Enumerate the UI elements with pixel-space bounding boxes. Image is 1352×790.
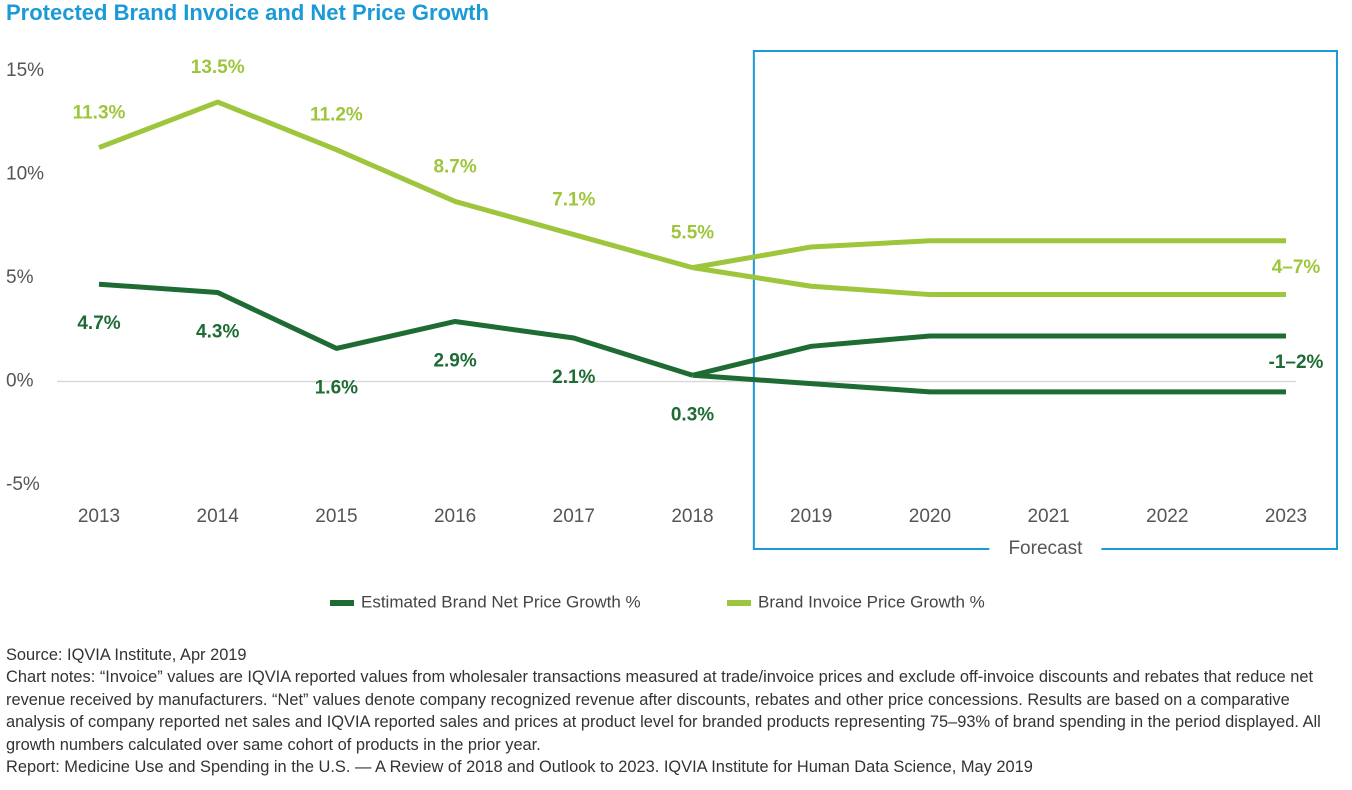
data-label: 1.6% xyxy=(315,377,358,398)
x-tick-label: 2022 xyxy=(1146,506,1188,527)
data-label: 11.3% xyxy=(73,103,126,124)
forecast-line xyxy=(691,333,1286,378)
x-tick-label: 2016 xyxy=(434,506,476,527)
forecast-box xyxy=(752,50,1338,550)
data-label: 7.1% xyxy=(552,190,595,211)
data-label: 13.5% xyxy=(191,57,245,78)
range-label: -1–2% xyxy=(1269,352,1324,373)
forecast-line xyxy=(692,265,1286,298)
legend-label: Estimated Brand Net Price Growth % xyxy=(361,592,641,611)
x-tick-label: 2020 xyxy=(909,506,951,527)
y-tick-label: 5% xyxy=(6,267,34,288)
y-tick-label: -5% xyxy=(6,474,40,495)
series-line xyxy=(98,99,694,271)
chart: Protected Brand Invoice and Net Price Gr… xyxy=(6,0,1338,611)
forecast-line xyxy=(692,372,1286,395)
forecast-line xyxy=(692,238,1286,271)
x-tick-label: 2014 xyxy=(197,506,240,527)
x-tick-label: 2019 xyxy=(790,506,832,527)
x-tick-label: 2018 xyxy=(671,506,713,527)
chart-title: Protected Brand Invoice and Net Price Gr… xyxy=(6,0,489,25)
x-tick-label: 2017 xyxy=(553,506,595,527)
x-tick-label: 2013 xyxy=(78,506,120,527)
data-label: 8.7% xyxy=(433,156,476,177)
source: Source: IQVIA Institute, Apr 2019 xyxy=(6,646,247,664)
data-label: 5.5% xyxy=(671,223,714,244)
data-label: 2.1% xyxy=(552,367,595,388)
data-label: 4.3% xyxy=(196,322,239,343)
data-label: 0.3% xyxy=(671,404,714,425)
legend-label: Brand Invoice Price Growth % xyxy=(758,592,985,611)
forecast-label: Forecast xyxy=(1008,538,1083,559)
y-tick-label: 15% xyxy=(6,60,44,81)
x-tick-label: 2023 xyxy=(1265,506,1307,527)
series-line xyxy=(98,281,694,378)
report: Report: Medicine Use and Spending in the… xyxy=(6,758,1033,777)
forecast-label-bg xyxy=(989,539,1102,559)
y-tick-label: 0% xyxy=(6,371,34,392)
chart-notes: Chart notes: “Invoice” values are IQVIA … xyxy=(6,668,1321,754)
data-label: 11.2% xyxy=(310,105,363,126)
y-tick-label: 10% xyxy=(6,164,44,185)
x-tick-label: 2021 xyxy=(1027,506,1069,527)
notes: Source: IQVIA Institute, Apr 2019 Chart … xyxy=(6,644,1341,778)
range-label: 4–7% xyxy=(1272,257,1321,278)
x-tick-label: 2015 xyxy=(315,506,357,527)
data-label: 4.7% xyxy=(77,313,120,334)
data-label: 2.9% xyxy=(433,350,476,371)
